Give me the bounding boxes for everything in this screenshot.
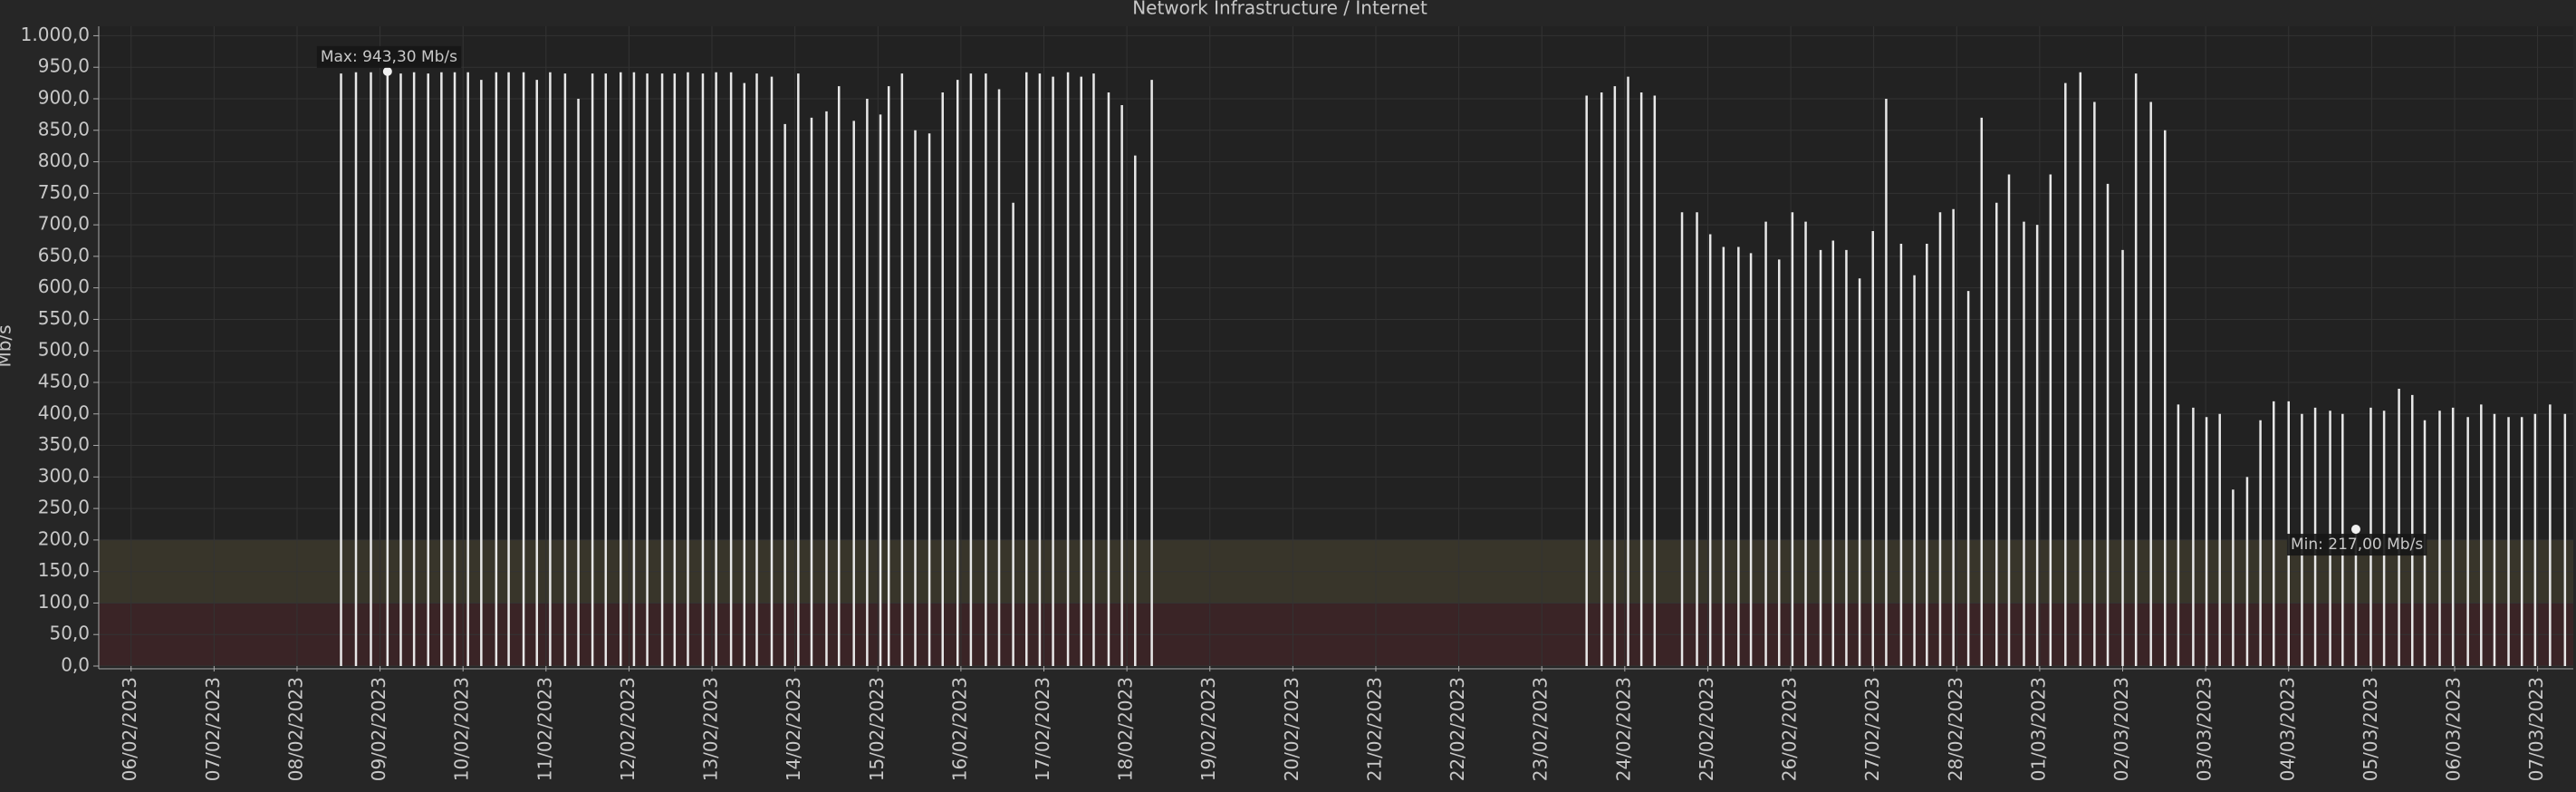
x-tick-label: 27/02/2023 [1861,677,1883,781]
y-tick-label: 650,0 [38,244,90,266]
y-axis-label: Mb/s [0,324,15,367]
x-tick-label: 11/02/2023 [533,677,555,781]
y-tick-label: 400,0 [38,401,90,423]
y-tick-label: 350,0 [38,433,90,455]
annotation-box [2286,534,2427,556]
y-tick-label: 850,0 [38,118,90,140]
y-tick-label: 950,0 [38,55,90,77]
x-tick-label: 13/02/2023 [700,677,722,781]
x-tick-label: 01/03/2023 [2027,677,2049,781]
annotation-point [382,66,392,76]
y-tick-label: 800,0 [38,150,90,171]
x-tick-label: 15/02/2023 [866,677,888,781]
x-tick-label: 07/03/2023 [2525,677,2547,781]
x-tick-label: 28/02/2023 [1945,677,1966,781]
x-tick-label: 20/02/2023 [1281,677,1302,781]
x-tick-label: 08/02/2023 [284,677,306,781]
x-tick-label: 21/02/2023 [1363,677,1385,781]
annotation-box [316,45,462,68]
y-tick-label: 450,0 [38,370,90,391]
x-tick-label: 26/02/2023 [1779,677,1801,781]
y-tick-label: 500,0 [38,339,90,361]
y-tick-label: 0,0 [61,654,90,676]
x-tick-label: 24/02/2023 [1612,677,1634,781]
y-tick-label: 1.000,0 [21,24,90,45]
chart-title: Network Infrastructure / Internet [1132,0,1427,19]
y-tick-label: 900,0 [38,86,90,108]
x-tick-label: 18/02/2023 [1115,677,1137,781]
y-tick-label: 200,0 [38,527,90,549]
x-tick-label: 25/02/2023 [1696,677,1717,781]
x-tick-label: 22/02/2023 [1447,677,1468,781]
y-tick-label: 50,0 [49,623,90,644]
x-tick-label: 04/03/2023 [2276,677,2298,781]
x-tick-label: 16/02/2023 [948,677,970,781]
x-tick-label: 19/02/2023 [1197,677,1219,781]
annotation: Max: 943,30 Mb/s [321,48,457,66]
annotation-point [2350,525,2360,535]
y-tick-label: 600,0 [38,275,90,297]
x-tick-label: 02/03/2023 [2110,677,2132,781]
y-tick-label: 150,0 [38,559,90,581]
x-tick-label: 06/02/2023 [119,677,140,781]
y-tick-label: 700,0 [38,213,90,235]
x-tick-label: 10/02/2023 [451,677,473,781]
x-tick-label: 05/03/2023 [2360,677,2381,781]
x-tick-label: 06/03/2023 [2442,677,2464,781]
y-tick-label: 250,0 [38,497,90,518]
x-tick-label: 14/02/2023 [783,677,804,781]
x-tick-label: 03/03/2023 [2194,677,2216,781]
x-tick-label: 17/02/2023 [1032,677,1053,781]
x-tick-label: 12/02/2023 [617,677,639,781]
x-tick-label: 09/02/2023 [368,677,389,781]
x-tick-label: 07/02/2023 [202,677,224,781]
y-tick-label: 550,0 [38,307,90,329]
x-tick-label: 23/02/2023 [1530,677,1552,781]
y-tick-label: 100,0 [38,591,90,613]
annotation: Min: 217,00 Mb/s [2291,536,2423,554]
y-tick-label: 750,0 [38,181,90,203]
y-tick-label: 300,0 [38,465,90,487]
